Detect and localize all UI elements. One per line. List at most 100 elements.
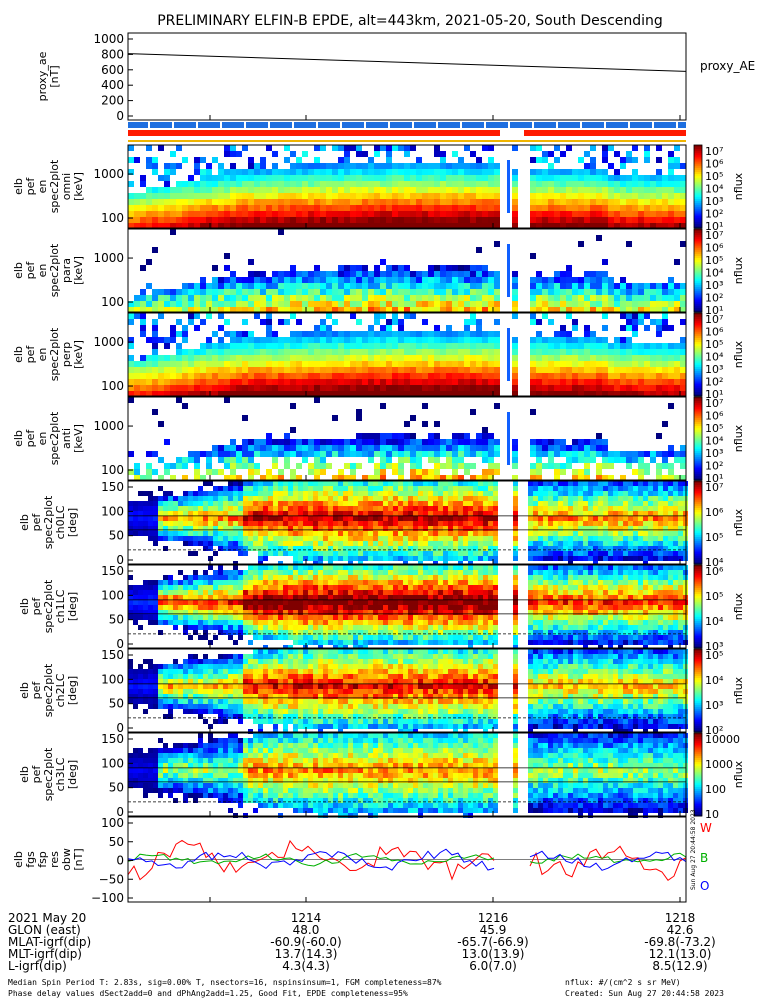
- spectrogram-cell: [164, 367, 170, 373]
- spectrogram-cell: [302, 193, 308, 199]
- spectrogram-cell: [383, 531, 388, 536]
- spectrogram-cell: [620, 307, 626, 313]
- spectrogram-cell: [243, 531, 248, 536]
- spectrogram-cell: [578, 181, 584, 187]
- spectrogram-cell: [302, 349, 308, 355]
- spectrogram-cell: [554, 361, 560, 367]
- spectrogram-cell: [602, 157, 608, 163]
- spectrogram-cell: [318, 496, 323, 501]
- spectrogram-cell: [628, 546, 633, 551]
- spectrogram-cell: [353, 511, 358, 516]
- spectrogram-cell: [233, 511, 238, 516]
- spectrogram-cell: [200, 349, 206, 355]
- spectrogram-cell: [386, 301, 392, 307]
- spectrogram-cell: [536, 289, 542, 295]
- spectrogram-cell: [362, 169, 368, 175]
- spectrogram-cell: [678, 481, 683, 486]
- spectrogram-cell: [448, 546, 453, 551]
- spectrogram-cell: [512, 439, 518, 445]
- spectrogram-cell: [272, 385, 278, 391]
- spectrogram-cell: [538, 486, 543, 491]
- spectrogram-cell: [224, 373, 230, 379]
- spectrogram-cell: [272, 181, 278, 187]
- spectrogram-cell: [284, 433, 290, 439]
- spectrogram-cell: [656, 307, 662, 313]
- spectrogram-cell: [488, 511, 493, 516]
- spectrogram-cell: [344, 307, 350, 313]
- spectrogram-cell: [554, 463, 560, 469]
- spectrogram-cell: [662, 451, 668, 457]
- spectrogram-cell: [224, 223, 230, 229]
- spectrogram-cell: [478, 541, 483, 546]
- spectrogram-cell: [242, 295, 248, 301]
- spectrogram-cell: [413, 551, 418, 556]
- spectrogram-cell: [680, 163, 686, 169]
- spectrogram-cell: [608, 521, 613, 526]
- spectrogram-cell: [368, 349, 374, 355]
- spectrogram-cell: [558, 481, 563, 486]
- spectrogram-cell: [206, 205, 212, 211]
- spectrogram-cell: [538, 556, 543, 561]
- spectrogram-cell: [628, 536, 633, 541]
- spectrogram-cell: [566, 337, 572, 343]
- spectrogram-cell: [173, 526, 178, 531]
- spectrogram-cell: [440, 277, 446, 283]
- spectrogram-cell: [596, 337, 602, 343]
- spectrogram-cell: [548, 506, 553, 511]
- spectrogram-cell: [368, 193, 374, 199]
- spectrogram-cell: [298, 536, 303, 541]
- spectrogram-cell: [183, 526, 188, 531]
- spectrogram-cell: [533, 536, 538, 541]
- spectrogram-cell: [488, 361, 494, 367]
- spectrogram-cell: [298, 516, 303, 521]
- spectrogram-cell: [440, 217, 446, 223]
- spectrogram-cell: [578, 511, 583, 516]
- spectrogram-cell: [170, 211, 176, 217]
- spectrogram-cell: [573, 546, 578, 551]
- spectrogram-cell: [626, 361, 632, 367]
- spectrogram-cell: [188, 391, 194, 397]
- spectrogram-cell: [260, 307, 266, 313]
- spectrogram-cell: [260, 175, 266, 181]
- spectrogram-cell: [643, 481, 648, 486]
- spectrogram-cell: [260, 343, 266, 349]
- spectrogram-cell: [386, 277, 392, 283]
- spectrogram-cell: [378, 481, 383, 486]
- spectrogram-cell: [632, 217, 638, 223]
- spectrogram-cell: [378, 546, 383, 551]
- spectrogram-cell: [206, 337, 212, 343]
- spectrogram-cell: [272, 343, 278, 349]
- spectrogram-cell: [632, 313, 638, 319]
- spectrogram-cell: [403, 526, 408, 531]
- spectrogram-cell: [648, 501, 653, 506]
- spectrogram-cell: [238, 521, 243, 526]
- spectrogram-cell: [548, 277, 554, 283]
- spectrogram-cell: [218, 501, 223, 506]
- spectrogram-cell: [614, 373, 620, 379]
- spectrogram-cell: [464, 469, 470, 475]
- spectrogram-cell: [602, 379, 608, 385]
- spectrogram-cell: [408, 511, 413, 516]
- y-axis-label-line: en: [36, 432, 49, 446]
- spectrogram-cell: [302, 337, 308, 343]
- spectrogram-cell: [638, 193, 644, 199]
- spectrogram-cell: [656, 331, 662, 337]
- spectrogram-cell: [452, 361, 458, 367]
- spectrogram-cell: [224, 199, 230, 205]
- spectrogram-cell: [452, 199, 458, 205]
- spectrogram-cell: [242, 379, 248, 385]
- spectrogram-cell: [134, 211, 140, 217]
- spectrogram-cell: [200, 205, 206, 211]
- spectrogram-cell: [288, 516, 293, 521]
- spectrogram-cell: [272, 301, 278, 307]
- spectrogram-cell: [543, 546, 548, 551]
- spectrogram-cell: [638, 367, 644, 373]
- spectrogram-cell: [152, 187, 158, 193]
- spectrogram-cell: [476, 385, 482, 391]
- spectrogram-cell: [638, 319, 644, 325]
- spectrogram-cell: [434, 301, 440, 307]
- spectrogram-cell: [356, 283, 362, 289]
- spectrogram-cell: [530, 337, 536, 343]
- spectrogram-cell: [188, 361, 194, 367]
- spectrogram-cell: [242, 181, 248, 187]
